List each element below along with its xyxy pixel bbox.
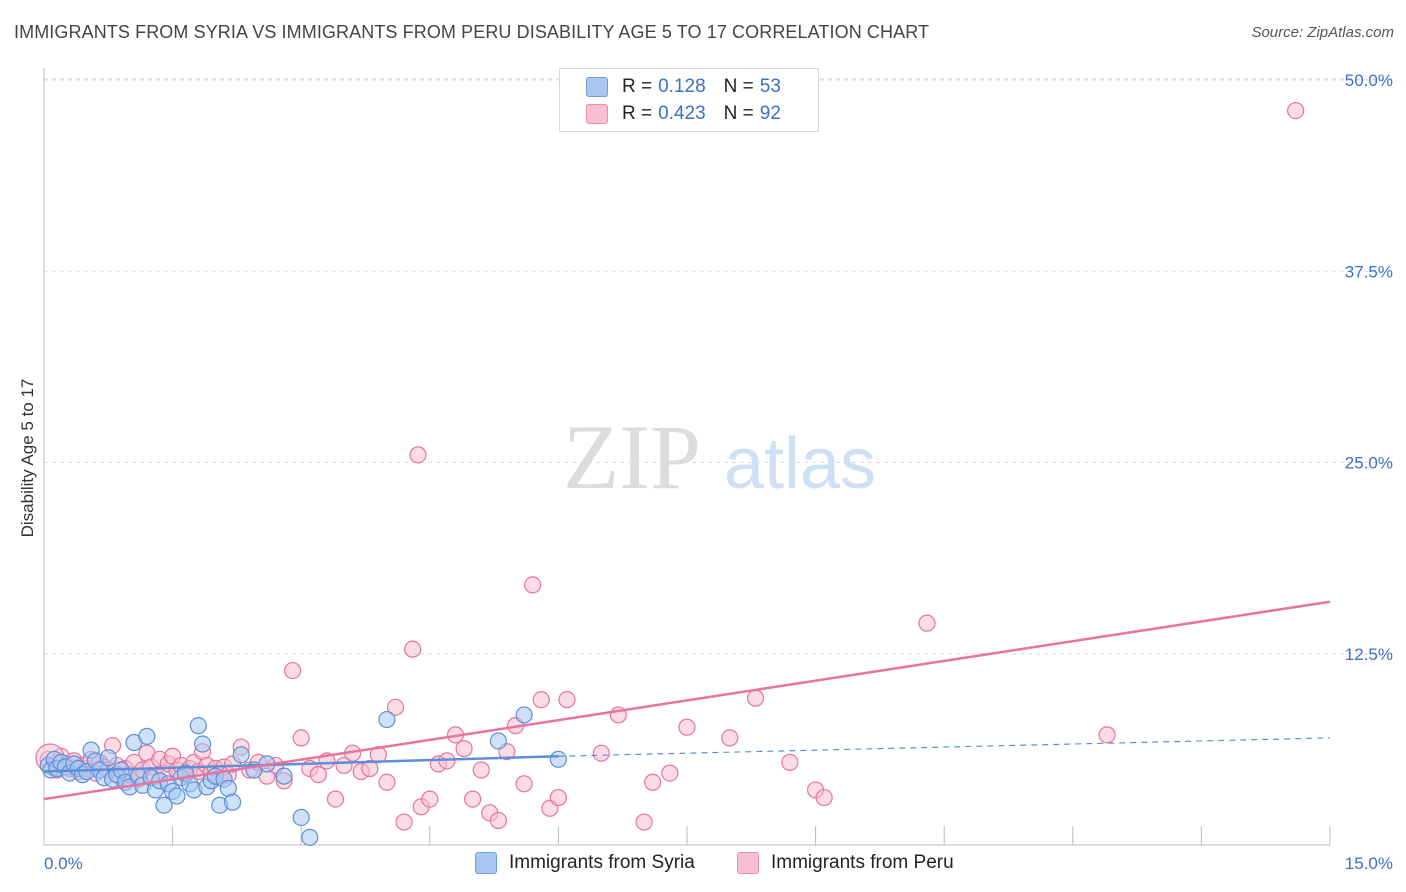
- series-legend-swatch-peru: [737, 852, 759, 874]
- source-label: Source: ZipAtlas.com: [1251, 24, 1394, 41]
- axes: [43, 68, 1331, 846]
- peru-point: [918, 614, 936, 632]
- legend-r-value: 0.423: [658, 103, 706, 124]
- series-legend-label-syria: Immigrants from Syria: [509, 852, 695, 873]
- trend-line-syria-extension: [558, 737, 1330, 757]
- syria-point: [292, 808, 310, 827]
- y-tick-label: 37.5%: [1345, 262, 1393, 281]
- syria-point: [189, 717, 207, 735]
- legend-swatch-syria: [586, 77, 608, 97]
- syria-point: [301, 828, 319, 846]
- peru-point: [284, 661, 302, 680]
- legend-n-value: 53: [759, 76, 781, 97]
- peru-point: [515, 775, 533, 793]
- peru-point: [455, 740, 473, 758]
- peru-point: [386, 698, 405, 716]
- peru-point: [524, 576, 542, 594]
- peru-point: [781, 753, 799, 771]
- peru-point: [292, 729, 310, 747]
- y-tick-label: 25.0%: [1345, 454, 1393, 473]
- syria-point: [224, 793, 242, 811]
- y-tick-label: 50.0%: [1345, 71, 1393, 90]
- legend-swatch-peru: [586, 104, 608, 124]
- y-tick-label: 12.5%: [1345, 645, 1393, 664]
- syria-point: [549, 750, 567, 768]
- peru-point: [746, 689, 765, 707]
- peru-point: [472, 761, 490, 779]
- legend-r-label: R =: [622, 103, 653, 124]
- peru-point: [815, 788, 833, 807]
- peru-point: [678, 718, 696, 736]
- series-legend-peru[interactable]: Immigrants from Peru: [737, 852, 954, 874]
- watermark: ZIP atlas: [563, 406, 876, 508]
- peru-point: [464, 790, 482, 808]
- trend-lines: [43, 600, 1331, 801]
- peru-point: [721, 729, 739, 747]
- legend-n-label: N =: [723, 76, 754, 97]
- series-legend-swatch-syria: [475, 852, 497, 874]
- peru-point: [404, 640, 422, 658]
- peru-point: [1098, 726, 1116, 744]
- peru-point: [1287, 101, 1305, 120]
- syria-point: [232, 746, 250, 764]
- peru-point: [635, 813, 653, 831]
- series-legend-syria[interactable]: Immigrants from Syria: [475, 852, 695, 874]
- x-tick-label: 0.0%: [44, 854, 83, 873]
- peru-point: [644, 773, 662, 791]
- syria-point: [155, 796, 173, 814]
- syria-point: [378, 710, 396, 729]
- gridlines: [44, 78, 1392, 655]
- syria-point: [168, 787, 186, 805]
- peru-point: [378, 773, 396, 791]
- peru-point: [421, 790, 439, 808]
- legend-r-value: 0.128: [658, 76, 706, 97]
- legend-row-peru: R = 0.423 N = 92: [586, 102, 799, 126]
- syria-point: [275, 767, 293, 785]
- series-legend-label-peru: Immigrants from Peru: [771, 852, 954, 873]
- peru-point: [409, 446, 427, 464]
- peru-point: [489, 811, 507, 830]
- legend-n-value: 92: [759, 103, 781, 124]
- syria-point: [515, 706, 533, 724]
- stats-legend: R = 0.128 N = 53 R = 0.423 N = 92: [559, 68, 819, 132]
- peru-point: [361, 759, 379, 778]
- syria-point: [489, 732, 507, 750]
- syria-point: [99, 749, 117, 767]
- legend-n-label: N =: [723, 103, 754, 124]
- series-syria-points: [39, 706, 567, 846]
- peru-point: [549, 788, 567, 807]
- legend-r-label: R =: [622, 76, 653, 97]
- tick-labels: 12.5% 25.0% 37.5% 50.0% 0.0% 15.0%: [44, 71, 1393, 873]
- legend-row-syria: R = 0.128 N = 53: [586, 75, 799, 99]
- peru-point: [558, 691, 576, 709]
- trend-line-peru: [43, 600, 1331, 801]
- peru-point: [395, 813, 413, 831]
- watermark-atlas: atlas: [724, 424, 876, 504]
- syria-point: [194, 735, 212, 753]
- peru-point: [592, 744, 610, 762]
- peru-point: [326, 790, 345, 808]
- peru-point: [532, 691, 550, 709]
- series-legend: Immigrants from Syria Immigrants from Pe…: [0, 852, 1406, 878]
- x-tick-label: 15.0%: [1345, 854, 1393, 873]
- chart-title: IMMIGRANTS FROM SYRIA VS IMMIGRANTS FROM…: [14, 22, 930, 42]
- peru-point: [661, 764, 679, 782]
- syria-point: [138, 727, 156, 745]
- trend-line-syria: [43, 755, 559, 773]
- watermark-zip: ZIP: [563, 406, 701, 508]
- peru-point: [309, 766, 327, 784]
